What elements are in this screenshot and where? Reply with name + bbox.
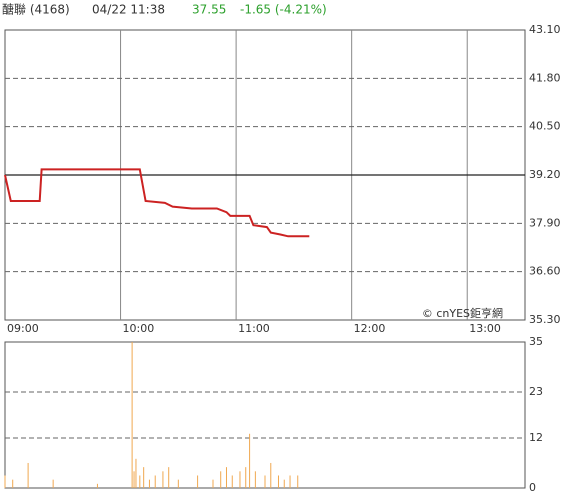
volume-bar	[133, 471, 135, 488]
volume-bar	[289, 475, 291, 488]
volume-bar	[12, 479, 14, 488]
x-tick-label: 12:00	[354, 322, 386, 335]
y-tick-label: 37.90	[529, 216, 561, 229]
volume-bar	[264, 475, 266, 488]
volume-bar	[162, 471, 164, 488]
volume-bar	[297, 475, 299, 488]
y-tick-label: 43.10	[529, 23, 561, 36]
volume-bar	[239, 471, 241, 488]
price-line	[4, 168, 310, 238]
volume-bar	[220, 471, 222, 488]
volume-bar	[154, 475, 156, 488]
quote-price: 37.55	[192, 3, 226, 17]
volume-bar	[4, 475, 6, 488]
y-tick-label: 41.80	[529, 71, 561, 84]
y-tick-label: 0	[529, 481, 536, 494]
volume-bar	[135, 458, 137, 488]
y-tick-label: 35	[529, 335, 543, 348]
volume-bar	[231, 475, 233, 488]
x-tick-label: 13:00	[469, 322, 501, 335]
quote-time: 04/22 11:38	[92, 3, 165, 17]
y-tick-label: 35.30	[529, 313, 561, 326]
volume-bar	[225, 467, 227, 488]
x-tick-label: 11:00	[238, 322, 270, 335]
volume-bar	[27, 462, 29, 488]
volume-bar	[52, 479, 54, 488]
y-tick-label: 36.60	[529, 265, 561, 278]
x-tick-label: 10:00	[123, 322, 155, 335]
volume-bar	[139, 475, 141, 488]
y-tick-label: 39.20	[529, 168, 561, 181]
volume-bar	[245, 467, 247, 488]
volume-bar	[277, 475, 279, 488]
volume-bar	[254, 471, 256, 488]
volume-bar	[168, 467, 170, 488]
volume-bar	[283, 479, 285, 488]
volume-bar	[148, 479, 150, 488]
quote-change: -1.65 (-4.21%)	[240, 3, 327, 17]
volume-bar	[212, 479, 214, 488]
volume-bar	[249, 433, 251, 488]
volume-bar	[131, 342, 133, 488]
volume-bar	[197, 475, 199, 488]
watermark: © cnYES鉅亨網	[422, 306, 503, 320]
panel-frame	[4, 341, 526, 489]
volume-bar	[96, 483, 98, 488]
stock-name: 醣聯 (4168)	[2, 2, 70, 17]
y-tick-label: 40.50	[529, 120, 561, 133]
volume-bar	[143, 467, 145, 488]
y-tick-label: 23	[529, 385, 543, 398]
volume-bar	[177, 479, 179, 488]
y-tick-label: 12	[529, 431, 543, 444]
x-tick-label: 09:00	[7, 322, 39, 335]
volume-bar	[270, 462, 272, 488]
